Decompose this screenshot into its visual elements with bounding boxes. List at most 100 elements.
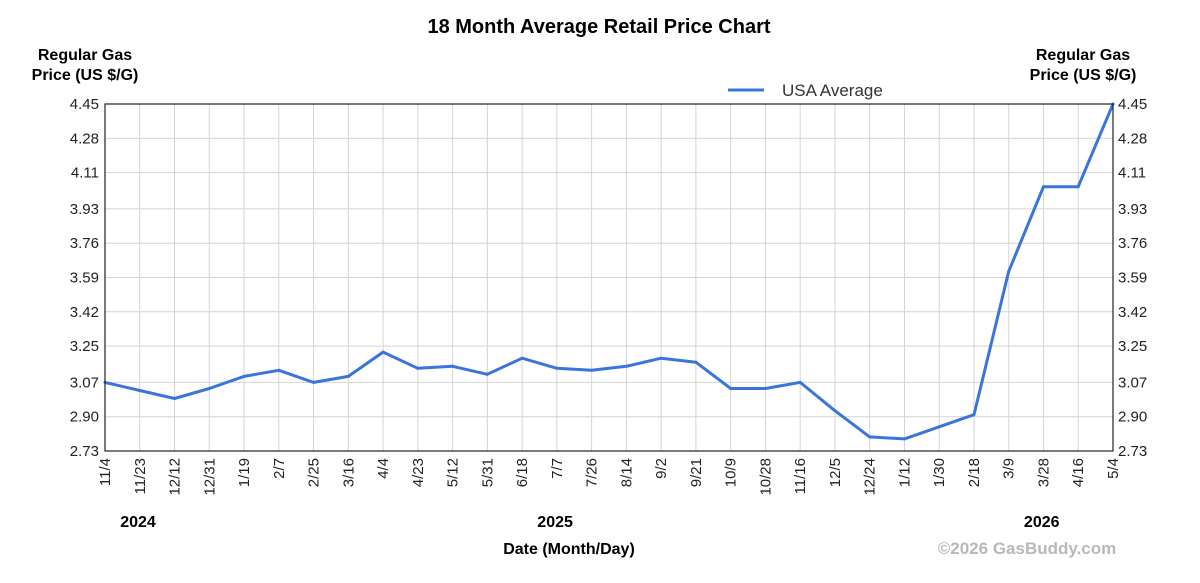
x-tick-label: 4/16 xyxy=(1070,458,1087,487)
gridlines xyxy=(104,103,1114,452)
data-point xyxy=(659,356,663,360)
data-point xyxy=(763,386,767,390)
data-point xyxy=(798,380,802,384)
year-labels: 2024 2025 2026 xyxy=(120,514,1059,531)
x-tick-label: 6/18 xyxy=(514,458,531,487)
data-point xyxy=(242,374,246,378)
data-point xyxy=(694,360,698,364)
x-tick-label: 5/12 xyxy=(445,458,462,487)
y-tick-label-right: 2.73 xyxy=(1118,443,1147,460)
y-tick-label-left: 3.93 xyxy=(70,201,99,218)
y-tick-label-right: 3.42 xyxy=(1118,304,1147,321)
data-point xyxy=(555,366,559,370)
y-tick-label-right: 4.11 xyxy=(1118,165,1146,182)
series-line-usa-average xyxy=(103,102,1115,441)
legend: USA Average xyxy=(728,81,883,100)
x-tick-label: 7/26 xyxy=(584,458,601,487)
x-tick-label: 2/25 xyxy=(306,458,323,487)
y-ticks-left: 4.45 4.28 4.11 3.93 3.76 3.59 3.42 3.25 3.07 2.90… xyxy=(70,96,99,460)
data-point xyxy=(138,388,142,392)
x-tick-label: 7/7 xyxy=(549,458,566,479)
x-tick-label: 9/21 xyxy=(688,458,705,487)
x-tick-label: 4/4 xyxy=(375,458,392,479)
data-point xyxy=(590,368,594,372)
year-label: 2026 xyxy=(1024,514,1060,531)
data-point xyxy=(173,397,177,401)
x-tick-label: 4/23 xyxy=(410,458,427,487)
y-axis-label-right-line-2: Price (US $/G) xyxy=(1030,67,1137,84)
x-tick-label: 5/31 xyxy=(479,458,496,487)
x-tick-label: 11/4 xyxy=(97,458,114,486)
y-tick-label-right: 3.59 xyxy=(1118,270,1147,287)
year-label: 2025 xyxy=(537,514,573,531)
y-tick-label-left: 4.45 xyxy=(70,96,99,113)
x-tick-label: 3/16 xyxy=(340,458,357,487)
data-point xyxy=(207,386,211,390)
x-tick-label: 12/5 xyxy=(827,458,844,487)
plot-frame xyxy=(104,103,1114,452)
y-tick-label-right: 3.76 xyxy=(1118,235,1147,252)
x-tick-label: 12/12 xyxy=(167,458,184,496)
data-point xyxy=(1007,269,1011,273)
chart-title: 18 Month Average Retail Price Chart xyxy=(427,16,770,38)
copyright-credit: ©2026 GasBuddy.com xyxy=(938,539,1117,558)
data-point xyxy=(902,437,906,441)
data-point xyxy=(277,368,281,372)
data-point xyxy=(868,435,872,439)
data-point xyxy=(833,409,837,413)
data-point xyxy=(1041,185,1045,189)
x-tick-label: 2/7 xyxy=(271,458,288,479)
data-point xyxy=(416,366,420,370)
legend-label: USA Average xyxy=(782,81,883,100)
year-label: 2024 xyxy=(120,514,156,531)
x-tick-label: 1/30 xyxy=(931,458,948,487)
x-ticks: 11/4 11/23 12/12 12/31 1/19 2/7 2/25 3/16 4/4 4/2… xyxy=(97,458,1122,496)
data-point xyxy=(485,372,489,376)
y-tick-label-right: 3.07 xyxy=(1118,374,1147,391)
x-tick-label: 2/18 xyxy=(966,458,983,487)
x-tick-label: 11/23 xyxy=(132,458,149,494)
y-tick-label-right: 2.90 xyxy=(1118,409,1147,426)
y-tick-label-right: 3.93 xyxy=(1118,201,1147,218)
x-tick-label: 3/28 xyxy=(1035,458,1052,487)
y-tick-label-left: 4.11 xyxy=(71,165,99,182)
x-tick-label: 1/19 xyxy=(236,458,253,487)
y-tick-label-right: 4.28 xyxy=(1118,130,1147,147)
y-axis-label-left-line-2: Price (US $/G) xyxy=(32,67,139,84)
y-ticks-right: 4.45 4.28 4.11 3.93 3.76 3.59 3.42 3.25 3.07 2.90… xyxy=(1118,96,1147,460)
y-tick-label-left: 3.07 xyxy=(70,374,99,391)
y-tick-label-left: 3.59 xyxy=(70,270,99,287)
x-tick-label: 8/14 xyxy=(618,458,635,487)
x-tick-label: 11/16 xyxy=(792,458,809,494)
x-tick-label: 5/4 xyxy=(1105,458,1122,479)
y-tick-label-right: 4.45 xyxy=(1118,96,1147,113)
x-tick-label: 10/28 xyxy=(757,458,774,496)
data-point xyxy=(346,374,350,378)
data-point xyxy=(1076,185,1080,189)
x-axis-label: Date (Month/Day) xyxy=(503,541,635,558)
y-tick-label-left: 3.25 xyxy=(70,338,99,355)
x-tick-label: 1/12 xyxy=(896,458,913,487)
data-point xyxy=(729,386,733,390)
data-point xyxy=(312,380,316,384)
series-points xyxy=(103,102,1115,441)
data-point xyxy=(381,350,385,354)
x-tick-label: 3/9 xyxy=(1001,458,1018,479)
data-point xyxy=(937,425,941,429)
x-tick-label: 12/31 xyxy=(201,458,218,496)
x-tick-label: 12/24 xyxy=(862,458,879,496)
data-point xyxy=(972,413,976,417)
data-point xyxy=(451,364,455,368)
y-tick-label-right: 3.25 xyxy=(1118,338,1147,355)
x-tick-label: 9/2 xyxy=(653,458,670,479)
y-tick-label-left: 4.28 xyxy=(70,130,99,147)
y-tick-label-left: 3.76 xyxy=(70,235,99,252)
data-point xyxy=(520,356,524,360)
y-tick-label-left: 2.73 xyxy=(70,443,99,460)
x-tick-label: 10/9 xyxy=(723,458,740,487)
y-tick-label-left: 3.42 xyxy=(70,304,99,321)
y-axis-label-right-line-1: Regular Gas xyxy=(1036,47,1130,64)
y-tick-label-left: 2.90 xyxy=(70,409,99,426)
y-axis-label-left-line-1: Regular Gas xyxy=(38,47,132,64)
